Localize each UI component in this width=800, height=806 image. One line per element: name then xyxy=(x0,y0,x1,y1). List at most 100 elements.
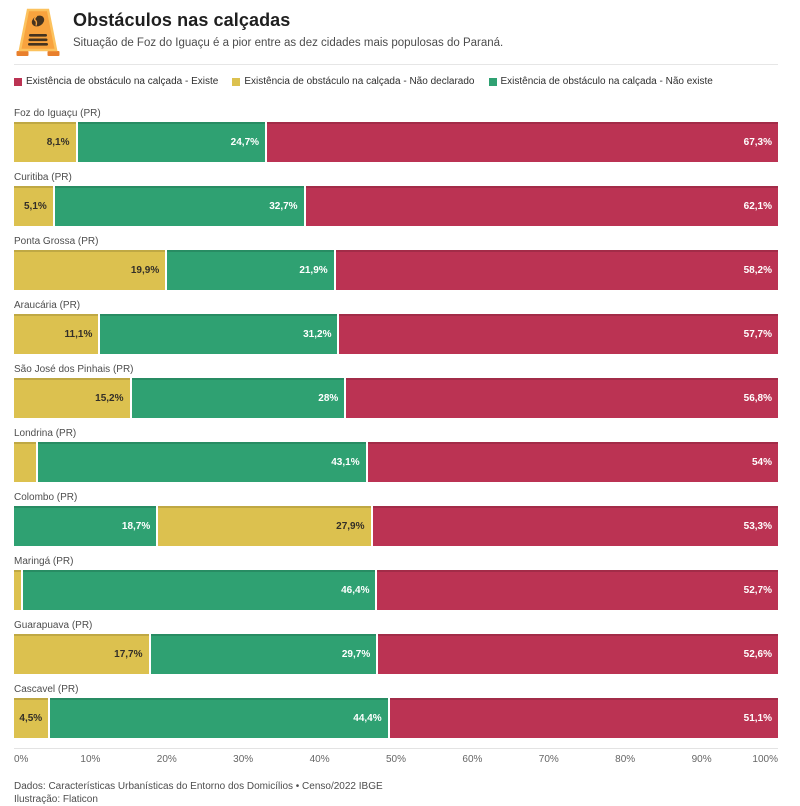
axis-tick: 10% xyxy=(80,754,101,765)
axis-tick: 100% xyxy=(752,754,778,765)
legend-label: Existência de obstáculo na calçada - Exi… xyxy=(26,76,219,87)
segment-value-label: 51,1% xyxy=(743,712,772,724)
axis-tick: 70% xyxy=(538,754,559,765)
header-divider xyxy=(14,64,778,65)
segment-value-label: 44,4% xyxy=(353,712,382,724)
header: Obstáculos nas calçadas Situação de Foz … xyxy=(14,8,778,58)
segment-value-label: 11,1% xyxy=(64,328,93,340)
chart-row: Londrina (PR) 43,1% 54% xyxy=(14,428,779,482)
stacked-bar: 19,9% 21,9% 58,2% xyxy=(14,250,778,290)
bar-segment-existe: 57,7% xyxy=(339,314,778,354)
chart-row: Maringá (PR) 46,4% 52,7% xyxy=(14,556,778,610)
axis-tick: 30% xyxy=(233,754,254,765)
bar-segment-nao_declarado: 4,5% xyxy=(14,698,49,738)
legend-swatch-icon xyxy=(14,77,22,86)
bar-segment-nao_declarado xyxy=(14,442,37,482)
row-category-label: São José dos Pinhais (PR) xyxy=(14,364,134,375)
row-category-label: Curitiba (PR) xyxy=(14,172,72,183)
chart-row: Araucária (PR) 11,1% 31,2% 57,7% xyxy=(14,300,778,354)
chart-row: Ponta Grossa (PR) 19,9% 21,9% 58,2% xyxy=(14,236,778,290)
row-category-label: Ponta Grossa (PR) xyxy=(14,236,99,247)
stacked-bar: 18,7% 27,9% 53,3% xyxy=(14,506,778,546)
easel-sign-coffee-icon xyxy=(16,8,60,56)
segment-value-label: 43,1% xyxy=(331,456,360,468)
axis-tick: 20% xyxy=(156,754,177,765)
chart-row: Curitiba (PR) 5,1% 32,7% 62,1% xyxy=(14,172,778,226)
bar-segment-nao_existe: 46,4% xyxy=(22,570,376,610)
bar-segment-nao_existe: 24,7% xyxy=(77,122,266,162)
row-category-label: Foz do Iguaçu (PR) xyxy=(14,108,101,119)
segment-value-label: 15,2% xyxy=(95,392,124,404)
stacked-bar: 43,1% 54% xyxy=(14,442,779,482)
bar-segment-existe: 62,1% xyxy=(305,186,778,226)
segment-value-label: 24,7% xyxy=(230,136,260,148)
bar-segment-nao_existe: 31,2% xyxy=(100,314,338,354)
axis-tick: 40% xyxy=(309,754,330,765)
bar-segment-nao_declarado: 27,9% xyxy=(158,506,371,546)
axis-tick: 50% xyxy=(385,754,407,765)
axis-tick: 0% xyxy=(14,754,29,765)
page-subtitle: Situação de Foz do Iguaçu é a pior entre… xyxy=(73,37,504,49)
bar-segment-nao_existe: 44,4% xyxy=(50,698,388,738)
chart-row: Guarapuava (PR) 17,7% 29,7% 52,6% xyxy=(14,620,778,674)
segment-value-label: 57,7% xyxy=(743,328,772,340)
row-category-label: Cascavel (PR) xyxy=(14,684,79,695)
segment-value-label: 32,7% xyxy=(269,200,298,212)
segment-value-label: 52,7% xyxy=(743,584,772,596)
bar-segment-nao_declarado: 11,1% xyxy=(14,314,99,354)
segment-value-label: 4,5% xyxy=(19,712,43,724)
segment-value-label: 62,1% xyxy=(743,200,772,212)
segment-value-label: 54% xyxy=(752,456,773,468)
segment-value-label: 27,9% xyxy=(336,520,365,532)
bar-segment-nao_declarado: 15,2% xyxy=(14,378,130,418)
legend-swatch-icon xyxy=(232,77,241,86)
x-axis: 0% 10% 20% 30% 40% 50% 60% 70% 80% 90% 100% xyxy=(14,748,778,767)
stacked-bar: 5,1% 32,7% 62,1% xyxy=(14,186,778,226)
chart-row: Cascavel (PR) 4,5% 44,4% 51,1% xyxy=(14,684,778,738)
stacked-bar: 8,1% 24,7% 67,3% xyxy=(14,122,778,162)
segment-value-label: 46,4% xyxy=(341,584,370,596)
segment-value-label: 31,2% xyxy=(303,328,332,340)
segment-value-label: 52,6% xyxy=(743,648,772,660)
segment-value-label: 17,7% xyxy=(114,648,143,660)
segment-value-label: 58,2% xyxy=(743,264,772,276)
row-category-label: Guarapuava (PR) xyxy=(14,620,93,631)
segment-value-label: 18,7% xyxy=(121,520,151,532)
segment-value-label: 21,9% xyxy=(299,264,328,276)
row-category-label: Araucária (PR) xyxy=(14,300,81,311)
bar-segment-nao_declarado: 8,1% xyxy=(14,122,76,162)
segment-value-label: 19,9% xyxy=(130,264,160,276)
legend-item-existe: Existência de obstáculo na calçada - Exi… xyxy=(14,76,218,87)
chart-row: Colombo (PR) 18,7% 27,9% 53,3% xyxy=(14,492,778,546)
stacked-bar: 15,2% 28% 56,8% xyxy=(14,378,778,418)
bar-segment-existe: 67,3% xyxy=(267,122,778,162)
bar-segment-nao_declarado: 17,7% xyxy=(14,634,149,674)
bar-segment-nao_existe: 21,9% xyxy=(167,250,334,290)
legend: Existência de obstáculo na calçada - Exi… xyxy=(14,76,778,87)
legend-item-nao_existe: Existência de obstáculo na calçada - Não… xyxy=(488,76,713,87)
stacked-bar: 4,5% 44,4% 51,1% xyxy=(14,698,778,738)
bar-segment-nao_declarado: 19,9% xyxy=(14,250,166,290)
bar-segment-nao_existe: 43,1% xyxy=(38,442,366,482)
footer-source: Dados: Características Urbanísticas do E… xyxy=(14,781,383,792)
bar-segment-existe: 52,7% xyxy=(377,570,778,610)
bar-segment-existe: 51,1% xyxy=(389,698,778,738)
legend-label: Existência de obstáculo na calçada - Não… xyxy=(244,76,475,87)
page-title: Obstáculos nas calçadas xyxy=(73,10,291,30)
legend-item-nao_declarado: Existência de obstáculo na calçada - Não… xyxy=(232,76,475,87)
bar-segment-nao_existe: 18,7% xyxy=(14,506,157,546)
header-text: Obstáculos nas calçadas Situação de Foz … xyxy=(73,8,503,49)
row-category-label: Maringá (PR) xyxy=(14,556,74,567)
stacked-bar: 11,1% 31,2% 57,7% xyxy=(14,314,778,354)
segment-value-label: 56,8% xyxy=(743,392,772,404)
bar-segment-nao_existe: 28% xyxy=(131,378,345,418)
segment-value-label: 67,3% xyxy=(743,136,772,148)
bar-segment-existe: 56,8% xyxy=(346,378,778,418)
bar-segment-existe: 54% xyxy=(367,442,779,482)
segment-value-label: 53,3% xyxy=(743,520,772,532)
bar-segment-nao_existe: 32,7% xyxy=(54,186,304,226)
segment-value-label: 28% xyxy=(318,392,339,404)
chart-row: Foz do Iguaçu (PR) 8,1% 24,7% 67,3% xyxy=(14,108,778,162)
bar-segment-nao_declarado xyxy=(14,570,21,610)
